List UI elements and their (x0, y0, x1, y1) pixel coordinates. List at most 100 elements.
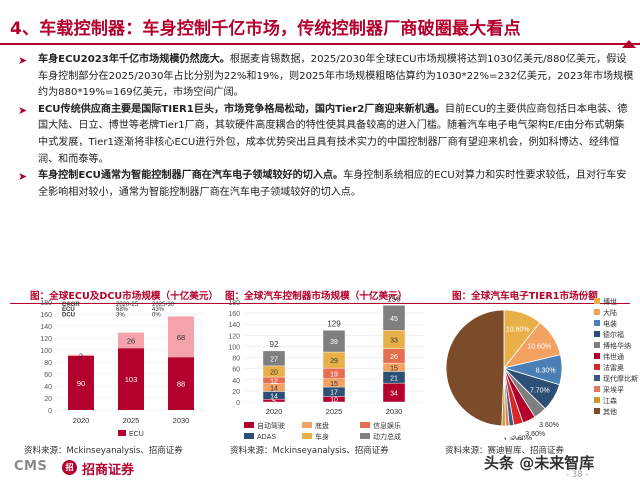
data-label: 33 (390, 338, 398, 345)
data-label: 2 (79, 351, 83, 360)
figure-divider (10, 303, 630, 304)
y-tick-label: 180 (228, 300, 240, 307)
x-tick-label: 2025 (123, 416, 140, 425)
data-label: 10 (330, 397, 338, 404)
cagr-header: CAGR (62, 302, 80, 308)
y-tick-label: 120 (228, 333, 240, 340)
legend-swatch (594, 375, 600, 381)
legend-swatch (360, 433, 370, 439)
bar-segment (262, 350, 286, 367)
y-tick-label: 60 (44, 372, 52, 379)
legend-label: 自动驾驶 (257, 421, 285, 430)
data-label: 88 (177, 380, 185, 389)
cagr-cell: ECU (62, 307, 75, 313)
y-tick-label: 140 (228, 322, 240, 329)
legend-label: 其他 (603, 407, 617, 416)
x-tick-label: 2025 (326, 407, 343, 416)
y-tick-label: 0 (236, 400, 240, 407)
data-label: 20 (270, 369, 278, 376)
legend-swatch (302, 422, 312, 428)
y-tick-label: 140 (40, 324, 52, 331)
y-tick-label: 40 (232, 378, 240, 385)
bullet-item: ➤ 车身控制ECU通常为智能控制器厂商在汽车电子领域较好的切入点。车身控制系统相… (18, 168, 634, 201)
bullet-text: 车身控制系统相应的ECU对算力和实时性要求较低，且对行车安全影响相对较小，通常为… (38, 170, 627, 198)
legend-label: 博格华纳 (603, 341, 631, 350)
legend-label: 车身 (315, 432, 329, 440)
legend-swatch (594, 298, 600, 304)
legend-label: 采埃孚 (603, 385, 624, 394)
figure-caption-controller: 图：全球汽车控制器市场规模（十亿美元） (225, 291, 408, 302)
data-label: 19 (330, 371, 338, 378)
slice-label: 3.60% (525, 431, 545, 438)
legend-label: ECU (129, 431, 144, 438)
figure-caption-ecu: 图：全球ECU及DCU市场规模（十亿美元） (30, 291, 219, 302)
legend-swatch (244, 422, 254, 428)
figure-caption-tier1: 图：全球汽车电子TIER1市场份额 (452, 291, 598, 302)
legend-label: 动力总成 (373, 432, 401, 440)
bullet-text: 目前ECU的主要供应商包括日本电装、德国大陆、日立、博世等老牌Tier1厂商，其… (38, 103, 628, 165)
bullet-arrow-icon: ➤ (18, 103, 28, 117)
bullet-item: ➤ ECU传统供应商主要是国际TIER1巨头，市场竞争格局松动，国内Tier2厂… (18, 102, 634, 168)
legend-label: 博世 (603, 297, 617, 306)
legend-label: 江森 (603, 396, 617, 405)
legend-swatch (594, 331, 600, 337)
source-note: 资料来源：赛迪智库、招商证券 (445, 446, 565, 456)
y-tick-label: 80 (232, 356, 240, 363)
legend-swatch (118, 430, 126, 436)
logo-cms-text: CMS (14, 459, 48, 474)
bullet-arrow-icon: ➤ (18, 170, 28, 184)
bar-segment (322, 330, 346, 353)
cagr-cell: 43% (152, 307, 165, 313)
data-label: 21 (390, 375, 398, 382)
x-tick-label: 2030 (386, 407, 403, 416)
data-label: 27 (270, 356, 278, 363)
data-label: 29 (330, 358, 338, 365)
bar-segment (118, 332, 144, 349)
bar-segment (68, 354, 94, 356)
source-note: 资料来源：Mckinseyanalysis、招商证券 (230, 446, 389, 456)
total-label: 156 (387, 294, 401, 303)
legend-swatch (594, 342, 600, 348)
page-title: 4、车载控制器：车身控制千亿市场，传统控制器厂商破圈最大看点 (10, 19, 521, 39)
figure-captions: 图：全球ECU及DCU市场规模（十亿美元） 图：全球汽车控制器市场规模（十亿美元… (10, 288, 630, 302)
data-label: 15 (390, 365, 398, 372)
bar-segment (168, 357, 194, 410)
x-tick-label: 2020 (266, 407, 283, 416)
y-tick-label: 20 (44, 396, 52, 403)
y-tick-label: 160 (228, 311, 240, 318)
bullet-bold: 车身控制ECU通常为智能控制器厂商在汽车电子领域较好的切入点。 (38, 170, 344, 182)
slice-label: 3.60% (539, 422, 559, 429)
cagr-header: 2025-30 (152, 302, 175, 308)
cagr-cell: 3% (116, 312, 125, 318)
y-tick-label: 0 (48, 408, 52, 415)
legend-label: 底盘 (315, 421, 329, 430)
bar-segment (68, 356, 94, 410)
bar-segment (382, 305, 406, 331)
data-label: 45 (390, 316, 398, 323)
data-label: 26 (127, 336, 135, 345)
slice-label: 10.60% (527, 344, 551, 351)
bullet-arrow-icon: ➤ (18, 54, 28, 67)
legend-label: 电装 (603, 319, 617, 328)
cagr-header: 2020-25 (116, 302, 139, 308)
y-tick-label: 180 (40, 300, 52, 307)
data-label: 12 (270, 378, 278, 385)
data-label: 39 (330, 339, 338, 346)
legend-swatch (360, 422, 370, 428)
legend-label: 伟世通 (603, 352, 624, 361)
x-tick-label: 2030 (173, 416, 190, 425)
legend-label: 现代摩比斯 (603, 374, 638, 383)
logo-company-name: 招商证券 (82, 463, 135, 478)
y-tick-label: 40 (44, 384, 52, 391)
legend-swatch (302, 433, 312, 439)
legend-swatch (594, 309, 600, 315)
y-tick-label: 80 (44, 360, 52, 367)
brand-logo: CMS 招 招商证券 (14, 459, 164, 478)
legend-swatch (594, 386, 600, 392)
data-label: 90 (77, 379, 85, 388)
cagr-cell: 0% (152, 312, 161, 318)
watermark: 头条 @未来智库 (484, 454, 595, 472)
tier1-share-chart: 10.60%10.60%8.30%7.70%3.60%3.60%2.60%1.3… (445, 297, 638, 440)
legend-label: 信息娱乐 (373, 421, 401, 430)
cagr-cell: 68% (116, 307, 129, 313)
